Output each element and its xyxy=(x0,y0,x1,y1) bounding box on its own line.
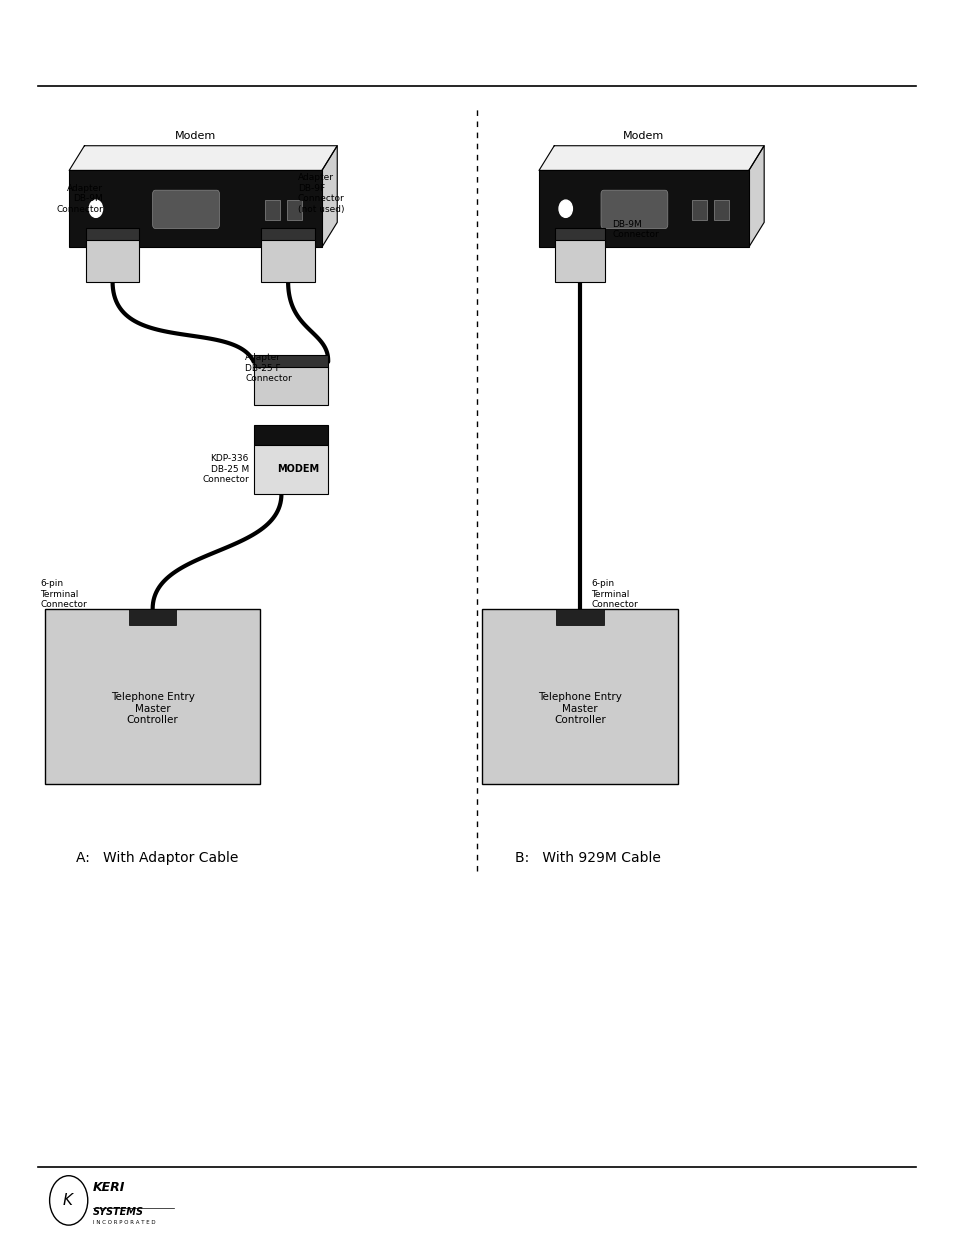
FancyBboxPatch shape xyxy=(555,227,604,242)
FancyBboxPatch shape xyxy=(253,445,328,494)
Text: Adapter
DB-9F
Connector
(not used): Adapter DB-9F Connector (not used) xyxy=(297,173,344,214)
FancyBboxPatch shape xyxy=(253,367,328,405)
Circle shape xyxy=(89,200,102,217)
FancyBboxPatch shape xyxy=(86,240,139,282)
Text: MODEM: MODEM xyxy=(277,464,319,474)
FancyBboxPatch shape xyxy=(261,227,314,242)
FancyBboxPatch shape xyxy=(555,240,604,282)
Text: DB-9M
Connector: DB-9M Connector xyxy=(612,220,659,240)
FancyBboxPatch shape xyxy=(46,609,259,784)
FancyBboxPatch shape xyxy=(538,170,748,247)
FancyBboxPatch shape xyxy=(129,609,176,625)
FancyBboxPatch shape xyxy=(86,227,139,242)
Text: A:   With Adaptor Cable: A: With Adaptor Cable xyxy=(76,851,238,866)
Text: I N C O R P O R A T E D: I N C O R P O R A T E D xyxy=(92,1220,155,1225)
FancyBboxPatch shape xyxy=(265,200,280,220)
Text: B:   With 929M Cable: B: With 929M Cable xyxy=(515,851,660,866)
FancyBboxPatch shape xyxy=(261,240,314,282)
Text: Modem: Modem xyxy=(174,131,216,141)
FancyBboxPatch shape xyxy=(481,609,677,784)
Polygon shape xyxy=(321,146,337,247)
FancyBboxPatch shape xyxy=(152,190,219,228)
Text: 6-pin
Terminal
Connector: 6-pin Terminal Connector xyxy=(591,579,638,609)
Circle shape xyxy=(50,1176,88,1225)
Circle shape xyxy=(558,200,572,217)
FancyBboxPatch shape xyxy=(287,200,302,220)
Polygon shape xyxy=(69,146,337,170)
Text: Adapter
DB-25 F
Connector: Adapter DB-25 F Connector xyxy=(245,353,292,383)
FancyBboxPatch shape xyxy=(253,425,328,445)
Text: KERI: KERI xyxy=(92,1181,125,1194)
FancyBboxPatch shape xyxy=(713,200,728,220)
Text: Modem: Modem xyxy=(622,131,664,141)
FancyBboxPatch shape xyxy=(556,609,603,625)
Text: KDP-336
DB-25 M
Connector: KDP-336 DB-25 M Connector xyxy=(202,454,249,484)
Text: 6-pin
Terminal
Connector: 6-pin Terminal Connector xyxy=(40,579,87,609)
FancyBboxPatch shape xyxy=(691,200,706,220)
Text: $\mathit{K}$: $\mathit{K}$ xyxy=(62,1193,75,1208)
FancyBboxPatch shape xyxy=(600,190,667,228)
FancyBboxPatch shape xyxy=(253,356,328,368)
Polygon shape xyxy=(748,146,763,247)
Text: Adapter
DB-9M
Connector: Adapter DB-9M Connector xyxy=(56,184,103,214)
FancyBboxPatch shape xyxy=(69,170,321,247)
Text: Telephone Entry
Master
Controller: Telephone Entry Master Controller xyxy=(537,693,621,725)
Text: SYSTEMS: SYSTEMS xyxy=(92,1207,143,1216)
Text: Telephone Entry
Master
Controller: Telephone Entry Master Controller xyxy=(111,693,194,725)
Polygon shape xyxy=(538,146,763,170)
